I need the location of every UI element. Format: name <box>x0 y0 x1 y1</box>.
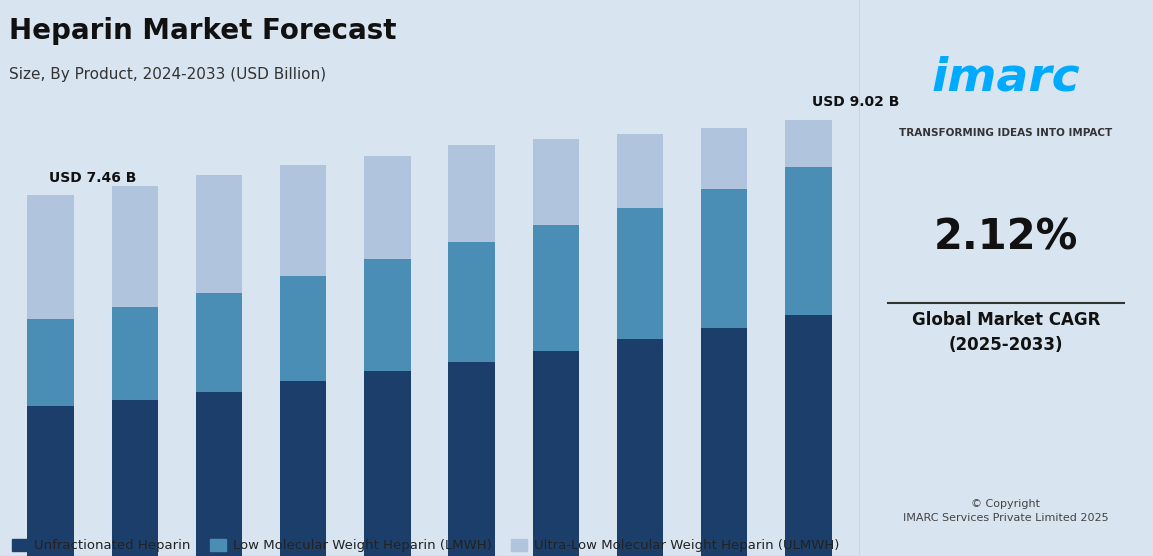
Bar <box>449 361 495 556</box>
Bar <box>701 189 747 328</box>
Bar <box>196 292 242 391</box>
Text: USD 9.02 B: USD 9.02 B <box>812 96 899 110</box>
Bar <box>785 315 831 556</box>
Bar <box>533 350 579 556</box>
Bar <box>449 242 495 361</box>
Bar <box>196 175 242 292</box>
Text: 2.12%: 2.12% <box>934 217 1078 259</box>
Bar <box>785 167 831 315</box>
Text: imarc: imarc <box>932 56 1080 101</box>
Bar <box>449 145 495 242</box>
Text: Heparin Market Forecast: Heparin Market Forecast <box>8 17 397 44</box>
Bar <box>617 134 663 208</box>
Bar <box>364 156 410 259</box>
Bar <box>112 400 158 556</box>
Bar <box>28 319 74 406</box>
Bar <box>364 371 410 556</box>
Point <box>882 300 896 306</box>
Bar <box>533 225 579 350</box>
Bar <box>701 128 747 189</box>
Point <box>1116 300 1130 306</box>
Text: USD 7.46 B: USD 7.46 B <box>48 171 136 185</box>
Bar <box>364 259 410 371</box>
Text: TRANSFORMING IDEAS INTO IMPACT: TRANSFORMING IDEAS INTO IMPACT <box>899 128 1113 138</box>
Bar <box>112 186 158 307</box>
Text: Global Market CAGR
(2025-2033): Global Market CAGR (2025-2033) <box>912 311 1100 354</box>
Bar <box>617 208 663 339</box>
Bar <box>701 328 747 556</box>
Text: Size, By Product, 2024-2033 (USD Billion): Size, By Product, 2024-2033 (USD Billion… <box>8 67 325 82</box>
Bar <box>785 120 831 167</box>
Bar <box>112 307 158 400</box>
Text: © Copyright
IMARC Services Private Limited 2025: © Copyright IMARC Services Private Limit… <box>903 499 1109 523</box>
Bar <box>617 339 663 556</box>
Bar <box>28 406 74 556</box>
Bar <box>280 276 326 381</box>
Bar <box>196 391 242 556</box>
Bar <box>28 195 74 319</box>
Bar <box>280 165 326 276</box>
Bar <box>280 381 326 556</box>
Legend: Unfractionated Heparin, Low Molecular Weight Heparin (LMWH), Ultra-Low Molecular: Unfractionated Heparin, Low Molecular We… <box>7 534 844 556</box>
Bar <box>533 139 579 225</box>
